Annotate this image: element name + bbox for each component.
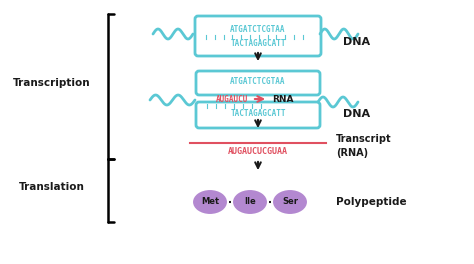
Ellipse shape	[272, 189, 308, 215]
Text: TACTAGAGCATT: TACTAGAGCATT	[230, 110, 286, 119]
Text: DNA: DNA	[343, 37, 370, 47]
Text: DNA: DNA	[343, 109, 370, 119]
Ellipse shape	[232, 189, 268, 215]
Text: ATGATCTCGTAA: ATGATCTCGTAA	[230, 25, 286, 34]
Text: Met: Met	[201, 197, 219, 206]
Text: Ile: Ile	[244, 197, 256, 206]
Text: Transcript
(RNA): Transcript (RNA)	[336, 134, 392, 158]
Text: RNA: RNA	[272, 95, 293, 103]
Text: AUGAUCUCGUAA: AUGAUCUCGUAA	[228, 147, 288, 155]
Text: Polypeptide: Polypeptide	[336, 197, 407, 207]
Text: Translation: Translation	[19, 182, 85, 191]
Text: AUGAUCU: AUGAUCU	[216, 95, 248, 103]
Text: Transcription: Transcription	[13, 78, 91, 88]
Text: ATGATCTCGTAA: ATGATCTCGTAA	[230, 78, 286, 87]
Text: Ser: Ser	[282, 197, 298, 206]
Text: TACTAGAGCATT: TACTAGAGCATT	[230, 40, 286, 49]
Ellipse shape	[192, 189, 228, 215]
